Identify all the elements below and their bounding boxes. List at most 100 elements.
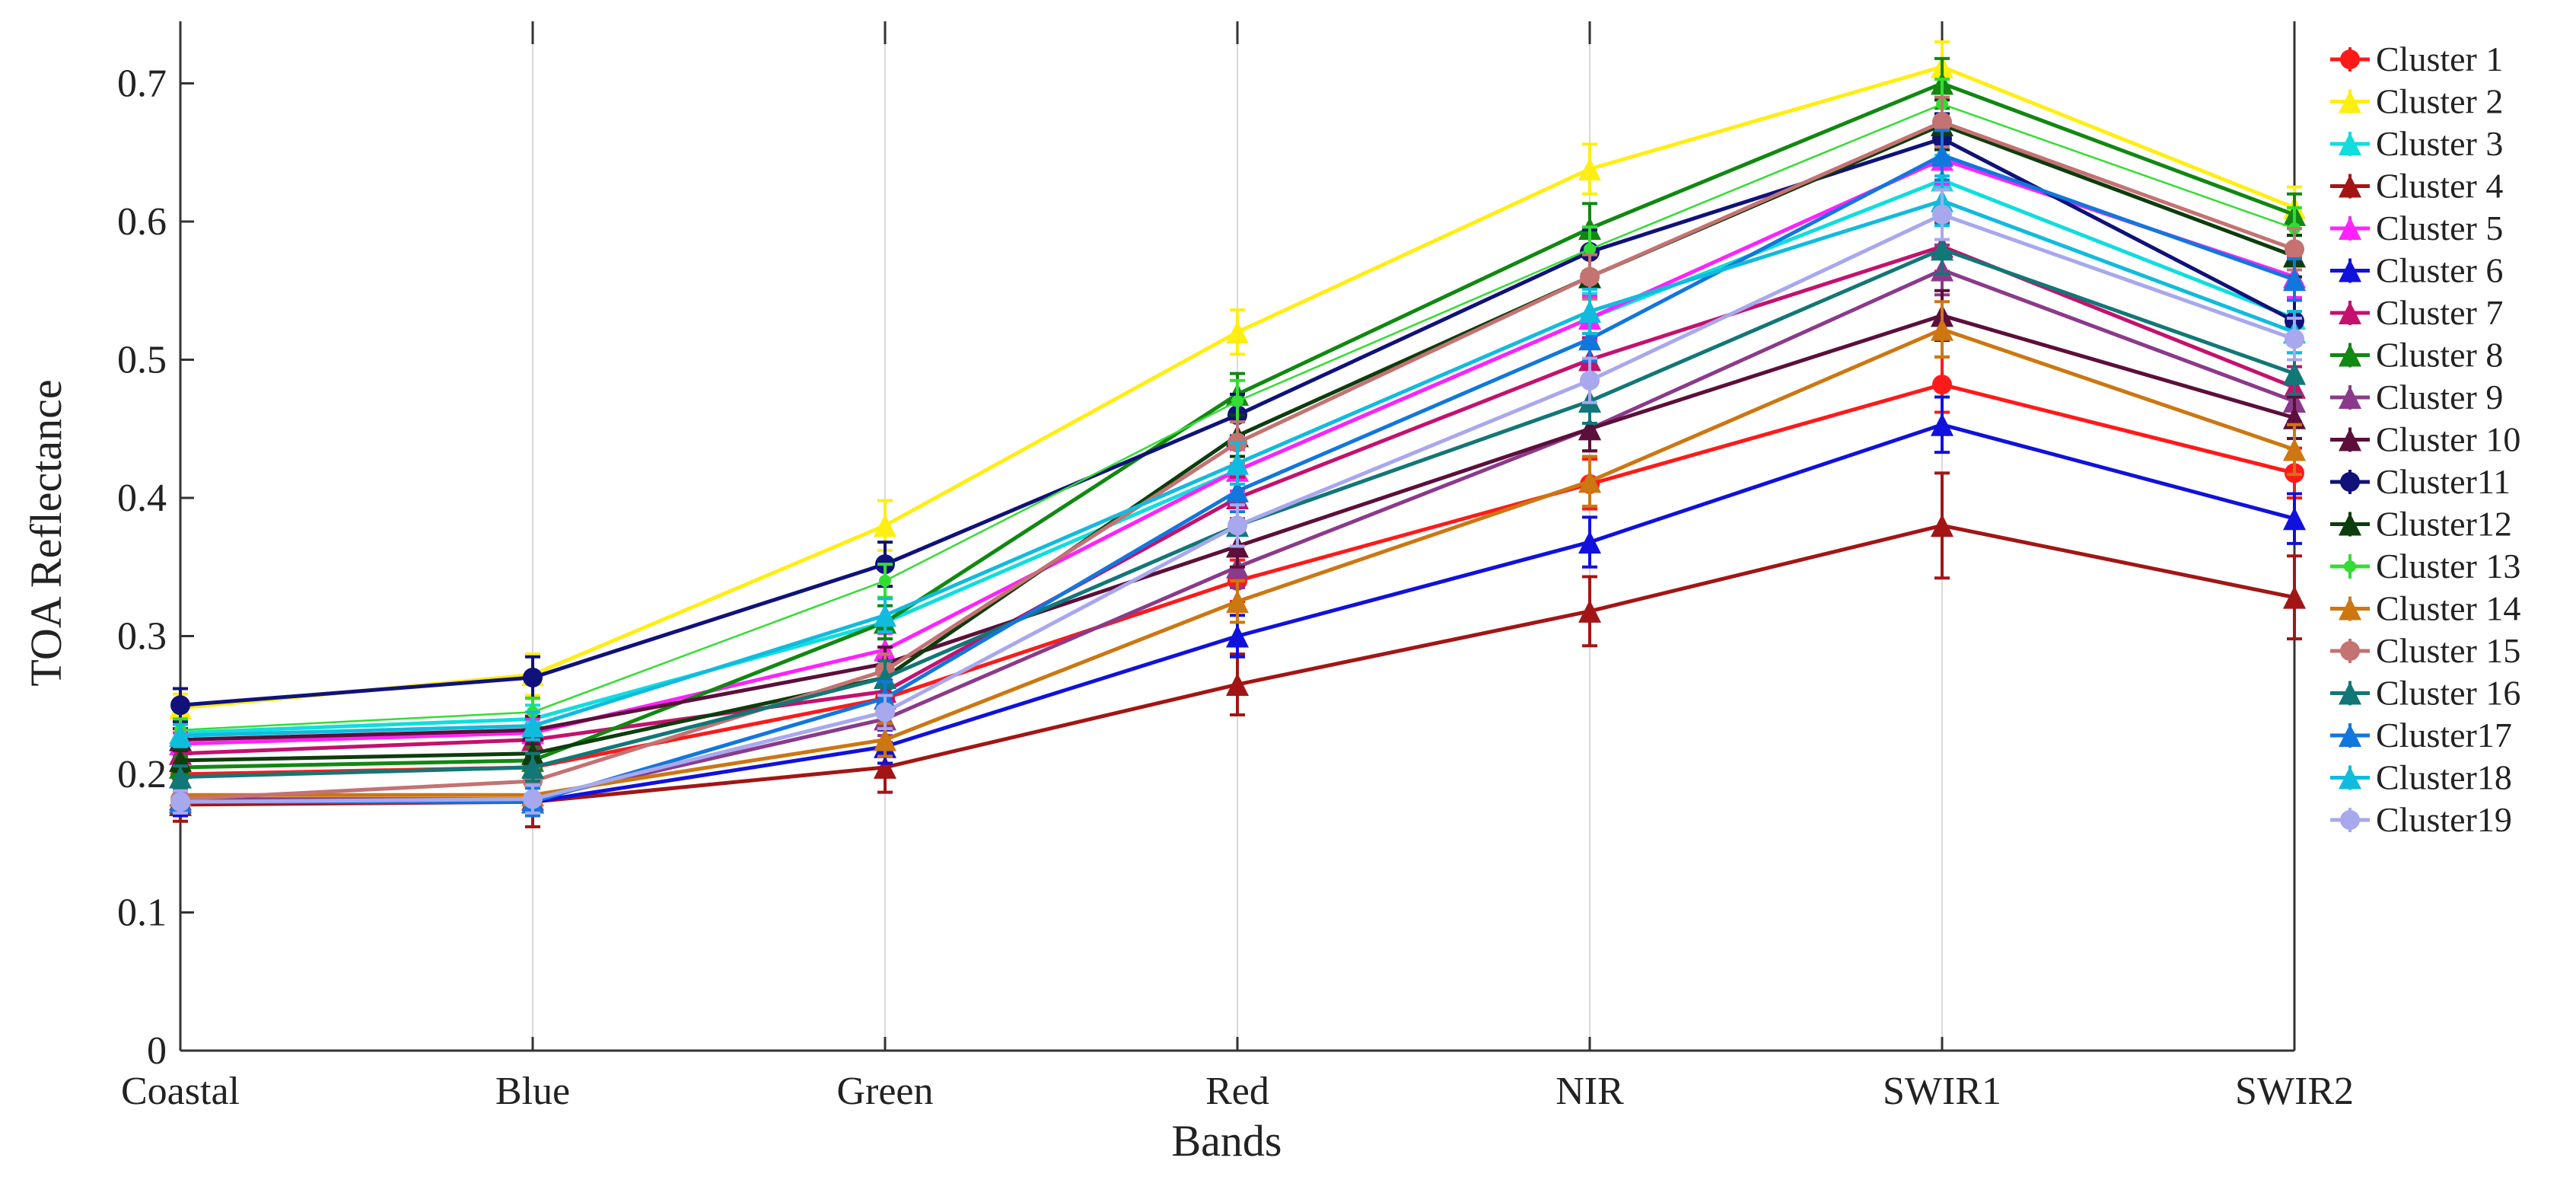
legend-entry: Cluster19 xyxy=(2330,800,2512,839)
legend-swatch-marker xyxy=(2344,560,2356,573)
legend-swatch-marker xyxy=(2339,386,2361,409)
legend-swatch-marker xyxy=(2340,810,2360,830)
y-tick-label: 0 xyxy=(147,1029,167,1073)
data-point xyxy=(1931,143,1953,167)
data-point xyxy=(2285,329,2304,349)
x-tick-label: SWIR2 xyxy=(2235,1070,2354,1113)
legend-entry: Cluster 16 xyxy=(2330,674,2520,713)
legend-label: Cluster 15 xyxy=(2376,631,2520,670)
data-point xyxy=(1226,451,1249,475)
data-point xyxy=(1578,327,1601,351)
x-axis-title: Bands xyxy=(1172,1116,1282,1166)
legend-entry: Cluster 3 xyxy=(2330,124,2503,163)
x-tick-label: NIR xyxy=(1555,1070,1624,1113)
legend-swatch-marker xyxy=(2339,132,2361,155)
x-tick-label: Coastal xyxy=(121,1070,240,1113)
gridlines xyxy=(531,21,2296,1051)
y-tick-label: 0.1 xyxy=(117,892,167,935)
data-point xyxy=(2283,585,2306,609)
y-axis-title: TOA Reflectance xyxy=(21,379,71,686)
legend-label: Cluster 13 xyxy=(2376,547,2520,585)
data-point xyxy=(879,574,891,587)
y-tick-label: 0.4 xyxy=(117,477,167,520)
legend-label: Cluster 16 xyxy=(2376,674,2520,713)
data-point xyxy=(2283,507,2306,531)
data-point xyxy=(874,665,896,689)
legend-entry: Cluster 13 xyxy=(2330,547,2520,585)
data-point xyxy=(1578,417,1601,441)
legend-entry: Cluster 10 xyxy=(2330,420,2520,459)
legend-label: Cluster 10 xyxy=(2376,420,2520,459)
data-point xyxy=(1932,375,1952,395)
data-point xyxy=(874,755,896,779)
x-tick-label: Blue xyxy=(495,1070,570,1113)
legend-label: Cluster17 xyxy=(2376,716,2512,754)
data-point xyxy=(169,765,192,789)
data-point xyxy=(2283,362,2306,385)
data-point xyxy=(2285,239,2304,260)
data-point xyxy=(1932,112,1952,132)
legend-label: Cluster 9 xyxy=(2376,378,2503,416)
y-tick-label: 0.3 xyxy=(117,615,167,659)
data-point xyxy=(1578,599,1601,623)
legend-swatch-marker xyxy=(2339,597,2361,620)
y-tick-label: 0.2 xyxy=(117,753,167,796)
data-point xyxy=(1580,266,1600,287)
legend-label: Cluster 3 xyxy=(2376,124,2503,163)
data-point xyxy=(2283,268,2306,292)
data-point xyxy=(1226,321,1249,344)
legend-swatch-marker xyxy=(2340,641,2360,661)
legend-swatch-marker xyxy=(2339,90,2361,113)
legend-entry: Cluster11 xyxy=(2330,462,2511,501)
legend-label: Cluster 4 xyxy=(2376,167,2503,206)
data-point xyxy=(1931,238,1953,261)
legend-entry: Cluster 2 xyxy=(2330,82,2503,121)
legend-swatch-marker xyxy=(2339,174,2361,198)
data-point xyxy=(170,695,190,716)
legend-label: Cluster19 xyxy=(2376,800,2512,839)
legend-entry: Cluster 6 xyxy=(2330,251,2503,290)
legend-label: Cluster 14 xyxy=(2376,589,2520,628)
data-point xyxy=(874,604,896,627)
legend-label: Cluster18 xyxy=(2376,758,2512,797)
series-group xyxy=(169,40,2306,828)
data-point xyxy=(2283,438,2306,461)
data-point xyxy=(1231,394,1243,407)
axes: 0 0.1 0.2 0.3 0.4 0.5 0.6 0.7 Coastal Blue Green Re… xyxy=(117,21,2354,1113)
legend-swatch-marker xyxy=(2340,472,2360,492)
legend-entry: Cluster12 xyxy=(2330,505,2512,544)
x-tick-label: SWIR1 xyxy=(1883,1070,2001,1113)
legend-label: Cluster11 xyxy=(2376,462,2511,501)
data-point xyxy=(1226,479,1249,502)
data-point xyxy=(170,792,190,812)
legend-swatch-marker xyxy=(2339,512,2361,536)
legend-entry: Cluster17 xyxy=(2330,716,2512,754)
data-point xyxy=(521,714,544,738)
data-point xyxy=(1578,299,1601,323)
data-point xyxy=(1578,158,1601,181)
legend-label: Cluster 5 xyxy=(2376,209,2503,247)
legend-label: Cluster 7 xyxy=(2376,293,2503,332)
data-point xyxy=(874,728,896,751)
legend-label: Cluster 6 xyxy=(2376,251,2503,290)
legend-swatch-marker xyxy=(2339,724,2361,747)
data-point xyxy=(1931,413,1953,436)
legend-entry: Cluster 9 xyxy=(2330,378,2503,416)
data-point xyxy=(1932,204,1952,225)
data-point xyxy=(1226,590,1249,614)
legend-label: Cluster12 xyxy=(2376,505,2512,544)
data-point xyxy=(1578,531,1601,554)
legend-entry: Cluster 1 xyxy=(2330,40,2503,78)
y-tick-label: 0.6 xyxy=(117,200,167,244)
data-point xyxy=(1226,624,1249,648)
legend-label: Cluster 2 xyxy=(2376,82,2503,121)
data-point xyxy=(169,724,192,748)
data-point xyxy=(875,702,895,722)
legend-swatch-marker xyxy=(2339,217,2361,240)
data-point xyxy=(1228,515,1247,536)
data-point xyxy=(1584,243,1596,256)
legend-swatch-marker xyxy=(2339,681,2361,705)
